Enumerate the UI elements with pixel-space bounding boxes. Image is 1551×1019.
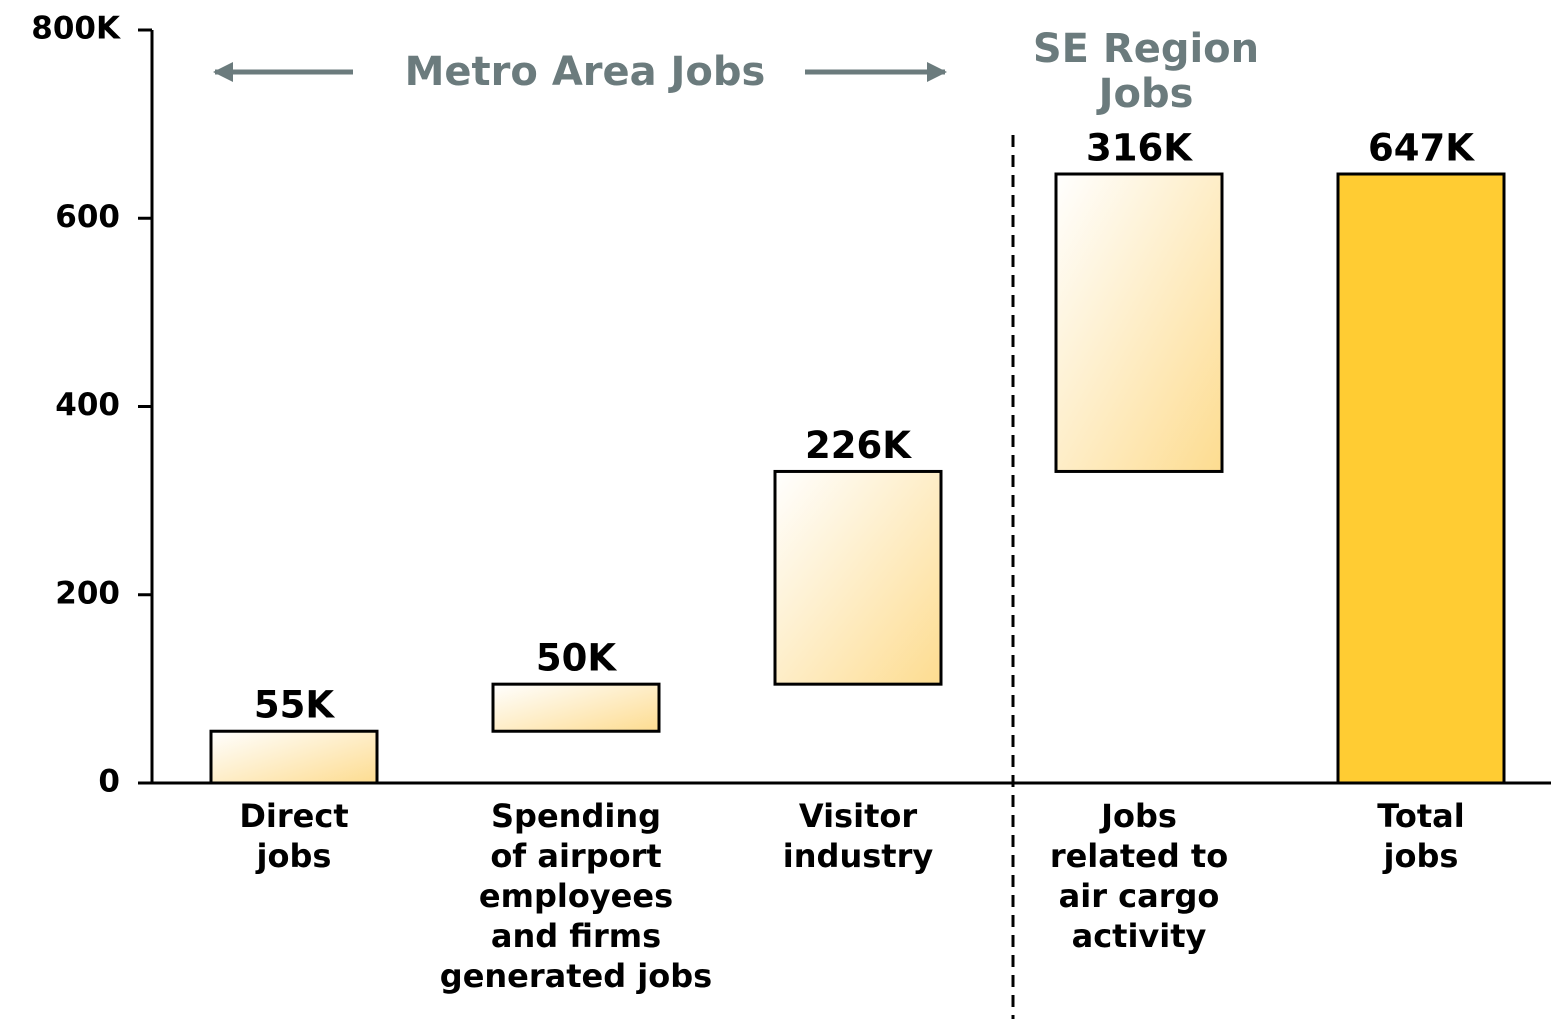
bar	[1054, 172, 1224, 473]
annotation: Jobs	[1096, 71, 1194, 117]
x-tick-label-line: employees	[479, 877, 673, 915]
x-tick-label-line: Jobs	[1099, 797, 1177, 835]
x-tick-label-line: Spending	[491, 797, 661, 835]
x-tick-label: Visitor industry	[783, 797, 934, 875]
bar	[773, 469, 943, 686]
x-tick-label: Direct jobs	[239, 797, 348, 875]
value-label: 316K	[1086, 127, 1193, 170]
x-tick-label-line: jobs	[1382, 837, 1459, 875]
bar	[491, 682, 661, 733]
y-tick-label: 0	[98, 764, 120, 800]
x-tick-label-line: Total	[1377, 797, 1464, 835]
bar	[209, 729, 379, 785]
value-label: 50K	[536, 637, 617, 680]
bar	[1336, 172, 1506, 785]
x-tick-label-line: and firms	[491, 917, 661, 955]
x-tick-label: Spending of airport employees and firms gene…	[440, 797, 712, 995]
x-tick-label: Jobs related to air cargo activity	[1050, 797, 1228, 955]
annotation: SE Region	[1033, 26, 1259, 72]
y-tick-label: 800K	[31, 11, 121, 47]
x-tick-label-line: generated jobs	[440, 957, 712, 995]
y-tick-label: 600	[55, 199, 120, 235]
value-label: 226K	[805, 424, 912, 467]
y-tick-label: 400	[55, 387, 120, 423]
y-tick-label: 200	[55, 575, 120, 611]
x-tick-label-line: Direct	[239, 797, 348, 835]
x-tick-label-line: related to	[1050, 837, 1228, 875]
x-tick-label: Total jobs	[1377, 797, 1464, 875]
annotation: Metro Area Jobs	[405, 49, 766, 95]
x-tick-label-line: activity	[1072, 917, 1207, 955]
x-tick-label-line: jobs	[255, 837, 332, 875]
x-tick-label-line: of airport	[490, 837, 661, 875]
value-label: 647K	[1368, 127, 1475, 170]
x-tick-label-line: industry	[783, 837, 934, 875]
x-tick-label-line: air cargo	[1059, 877, 1220, 915]
value-label: 55K	[254, 684, 335, 727]
x-tick-label-line: Visitor	[799, 797, 917, 835]
